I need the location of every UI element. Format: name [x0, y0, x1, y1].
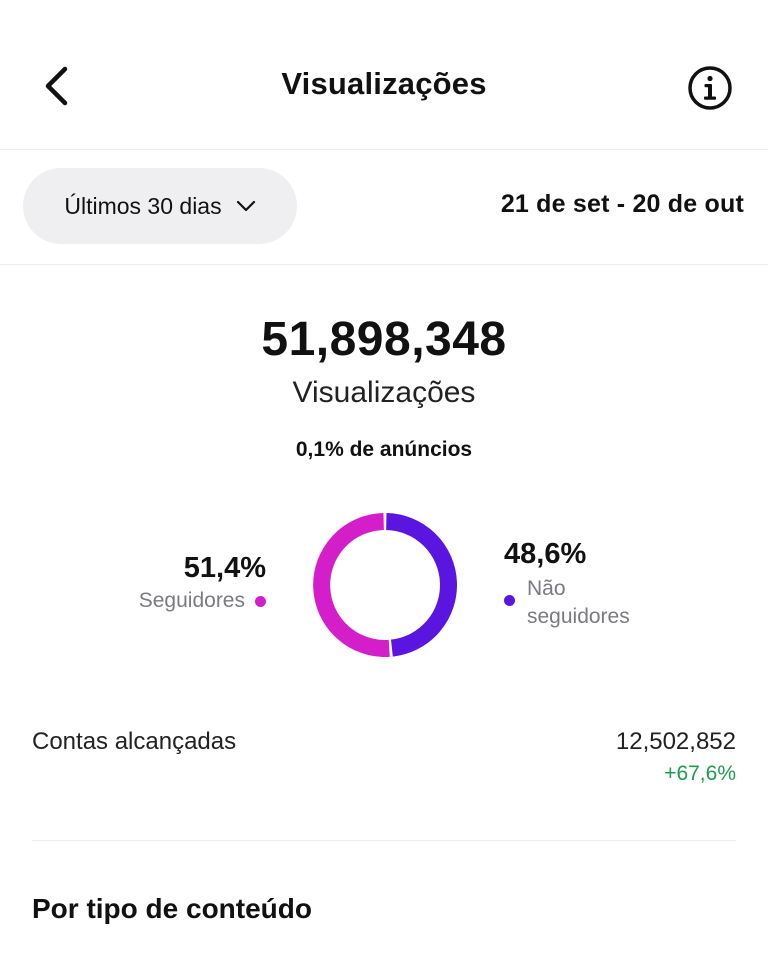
- chevron-left-icon: [45, 66, 68, 106]
- filter-bar: Últimos 30 dias 21 de set - 20 de out: [0, 150, 768, 265]
- total-views-label: Visualizações: [292, 376, 476, 409]
- accounts-reached-value: 12,502,852: [615, 728, 736, 755]
- accounts-reached-label: Contas alcançadas: [32, 728, 237, 755]
- info-button[interactable]: [686, 64, 734, 112]
- back-button[interactable]: [36, 64, 76, 108]
- followers-percent: 51,4%: [183, 552, 266, 584]
- audience-donut-chart: [310, 510, 460, 660]
- ads-share: 0,1% de anúncios: [295, 438, 473, 461]
- info-circle-icon: [688, 66, 732, 110]
- non-followers-percent: 48,6%: [504, 538, 587, 570]
- accounts-reached-delta: +67,6%: [664, 762, 736, 785]
- divider: [32, 840, 736, 841]
- followers-arc: [313, 513, 390, 657]
- non-followers-arc: [385, 513, 457, 657]
- donut-svg: [313, 513, 457, 657]
- period-dropdown[interactable]: Últimos 30 dias: [23, 168, 297, 244]
- chevron-down-icon: [236, 200, 255, 212]
- followers-label: Seguidores: [138, 589, 245, 612]
- non-followers-label-line2: seguidores: [527, 605, 630, 628]
- followers-legend: 51,4% Seguidores: [139, 552, 266, 613]
- total-views-value: 51,898,348: [261, 313, 507, 366]
- top-bar: Visualizações: [0, 0, 768, 150]
- followers-dot: [255, 595, 266, 607]
- non-followers-label-line1: Não: [527, 577, 566, 600]
- non-followers-dot: [504, 595, 515, 606]
- non-followers-legend: 48,6% Não seguidores: [504, 538, 630, 631]
- date-range: 21 de set - 20 de out: [500, 190, 744, 218]
- period-label: Últimos 30 dias: [64, 192, 222, 219]
- page-title: Visualizações: [281, 66, 487, 101]
- section-title: Por tipo de conteúdo: [32, 893, 312, 924]
